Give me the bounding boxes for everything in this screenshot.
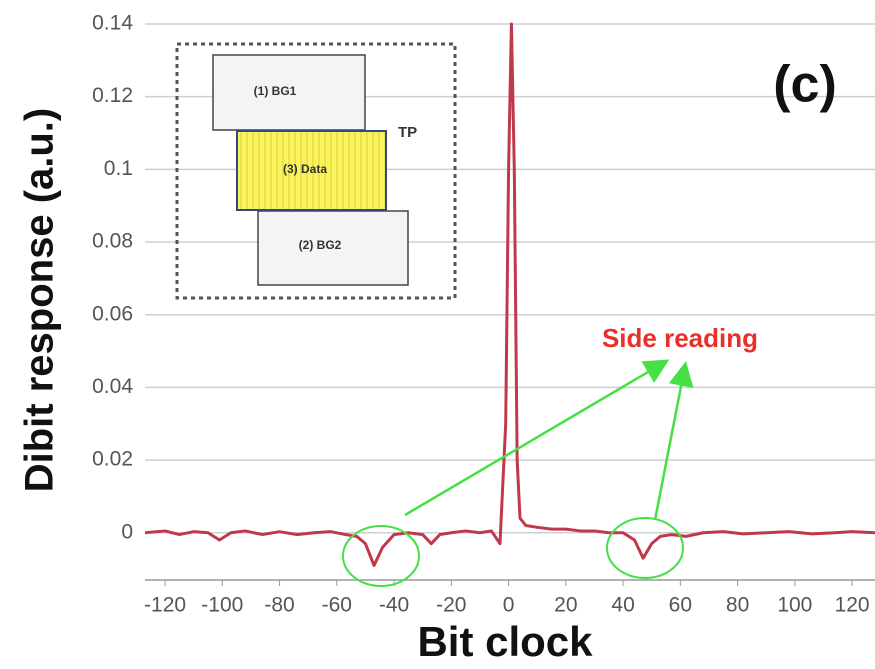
y-tick-label: 0.12 (92, 84, 133, 107)
x-tick-label: 60 (669, 594, 692, 617)
x-tick-label: -80 (264, 594, 294, 617)
x-tick-label: 120 (835, 594, 870, 617)
inset-label: (3) Data (283, 162, 327, 176)
data-line (144, 22, 875, 567)
inset-label: (1) BG1 (254, 84, 297, 98)
y-tick-label: 0.14 (92, 12, 133, 35)
x-tick-label: 100 (777, 594, 812, 617)
arrow (404, 359, 670, 517)
panel-label: (c) (773, 56, 837, 114)
y-axis-title: Dibit response (a.u.) (18, 108, 62, 493)
data-box (236, 130, 387, 211)
arrow (653, 361, 694, 521)
x-tick-label: -100 (201, 594, 243, 617)
x-tick-label: 20 (554, 594, 577, 617)
x-tick-label: -20 (436, 594, 466, 617)
highlight-circle (606, 517, 684, 579)
x-tick-label: -60 (322, 594, 352, 617)
inset-frame (175, 42, 457, 300)
x-axis-title: Bit clock (417, 618, 593, 665)
highlight-circle (342, 525, 420, 587)
annotation: Side reading (602, 323, 758, 353)
y-tick-label: 0.08 (92, 230, 133, 253)
x-tick-label: 40 (611, 594, 634, 617)
bg1-box (212, 54, 366, 131)
y-tick-label: 0.02 (92, 448, 133, 471)
y-tick-label: 0 (121, 520, 133, 543)
inset-label: TP (398, 124, 417, 141)
inset-diagram: (1) BG1 (3) Data (2) BG2 TP (175, 42, 457, 300)
y-tick-label: 0.04 (92, 375, 133, 398)
bg2-box (257, 210, 409, 286)
x-tick-label: -40 (379, 594, 409, 617)
x-tick-label: 0 (503, 594, 515, 617)
x-tick-label: 80 (726, 594, 749, 617)
y-tick-label: 0.1 (104, 157, 133, 180)
x-tick-label: -120 (144, 594, 186, 617)
inset-label: (2) BG2 (299, 238, 342, 252)
y-tick-label: 0.06 (92, 302, 133, 325)
